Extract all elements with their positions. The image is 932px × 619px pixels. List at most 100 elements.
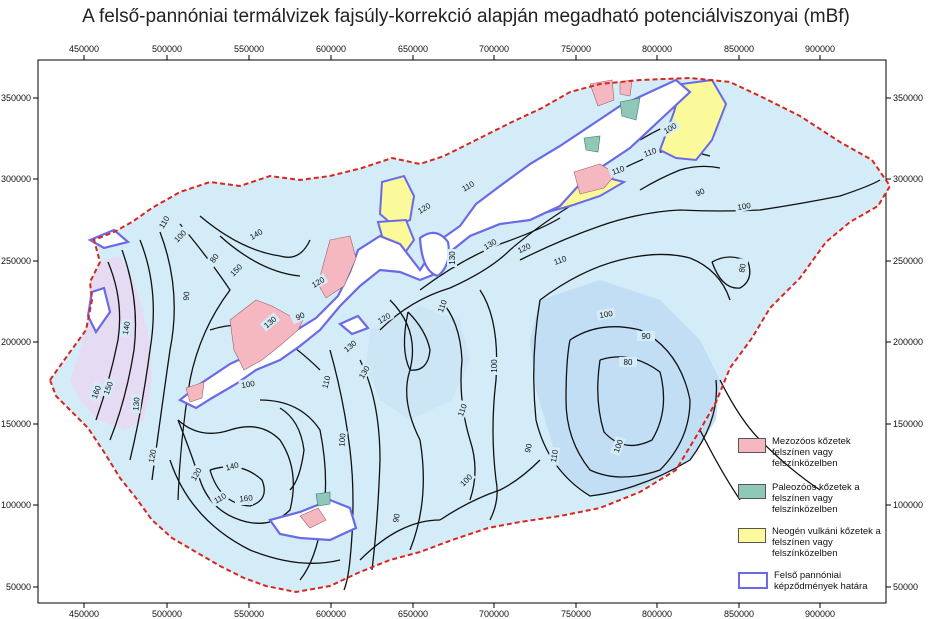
x-tick-label-top: 500000 [152,44,182,54]
legend-label: Felső pannóniai képződmények határa [774,570,868,592]
x-tick-label-top: 800000 [642,44,672,54]
contour-label: 160 [239,493,254,503]
contour-label-bg [457,177,479,195]
low-potential-zone-2 [366,306,470,420]
contour-label-bg [130,394,142,414]
contour-label-bg [245,225,267,243]
y-tick-label-right: 250000 [893,256,923,266]
contour-label-bg [513,239,535,257]
country-area [50,78,890,592]
contour-label: 90 [642,332,651,341]
axis-ticks: 450000 450000 500000 500000 550000 550000 6000… [1,44,923,619]
contour-label-bg [610,435,626,457]
contour-label-bg [549,252,571,268]
national-border [48,76,892,594]
contour-label-bg [434,295,450,317]
contour-label-bg [180,286,192,306]
contour-label: 150 [102,380,115,396]
paleozoic-areas [315,97,641,507]
contour-label-bg [88,381,104,403]
contour-line [259,399,327,581]
contour-label: 110 [643,146,659,159]
contour-line [439,459,541,521]
x-tick-label-top: 650000 [398,44,428,54]
mountain-area [337,314,370,336]
mesozoic-area [589,79,615,107]
contour-label-bg [119,318,133,338]
legend-label: Paleozóos kőzetek a felszínen vagy felsz… [772,482,860,515]
contour-label-bg [236,492,256,504]
contour-label-bg [619,357,637,367]
contour-line [639,165,721,191]
mesozoic-area [299,507,327,529]
contour-label: 120 [147,448,158,463]
contour-label-bg [659,119,681,137]
contour-label-bg [226,260,246,280]
x-tick-label-bottom: 850000 [724,609,754,619]
contour-line [169,459,341,564]
contour-label: 80 [737,262,748,273]
contour-label: 140 [225,460,241,472]
neogene-swatch [738,528,766,543]
contour-label-bg [100,377,116,399]
contour-line [95,261,121,421]
contour-lines [95,95,881,591]
contour-label: 100 [241,379,256,390]
x-tick-label-bottom: 550000 [234,609,264,619]
contour-label-bg [639,144,661,160]
y-tick-label-left: 200000 [1,337,31,347]
x-tick-label-top: 550000 [234,44,264,54]
y-tick-label-left: 300000 [1,174,31,184]
contour-label-bg [336,430,348,450]
contour-label-bg [289,307,311,325]
contour-label: 110 [456,402,469,418]
legend-label: Mezozóos kőzetek felszínen vagy felszínk… [772,436,851,469]
contour-label-bg [170,226,190,246]
y-tick-label-left: 50000 [6,582,31,592]
x-tick-label-bottom: 500000 [152,609,182,619]
legend-item-mesozoic: Mezozóos kőzetek felszínen vagy felszínk… [738,436,882,469]
contour-label-bg [520,438,536,458]
contour-label-bg [689,183,711,201]
y-tick-label-right: 100000 [893,500,923,510]
contour-line [279,407,305,491]
x-tick-label-top: 750000 [561,44,591,54]
paleozoic-area [619,97,641,121]
x-tick-label-top: 600000 [316,44,346,54]
y-tick-label-right: 50000 [893,582,918,592]
contour-label: 100 [737,201,752,212]
contour-line [439,299,476,501]
contour-label: 110 [611,164,627,177]
y-tick-label-left: 150000 [1,419,31,429]
paleozoic-area [583,135,601,153]
contour-label: 160 [90,384,103,400]
paleozoic-area [315,491,331,507]
contour-line [565,326,691,478]
paleozoic-swatch [738,484,766,499]
contour-label-bg [145,446,159,466]
contour-label: 140 [121,320,132,335]
mesozoic-area [185,381,205,403]
legend-item-neogene: Neogén vulkáni kőzetek a felszínen vagy … [738,526,882,559]
contour-label: 90 [391,512,402,523]
x-tick-label-bottom: 600000 [316,609,346,619]
map-title: A felső-pannóniai termálvizek fajsúly-ko… [82,6,850,27]
x-tick-label-top: 700000 [479,44,509,54]
contour-label: 100 [612,438,625,454]
contour-label-bg [318,372,334,392]
contour-label: 80 [624,358,633,367]
contour-label: 100 [490,359,499,373]
contour-line [533,299,718,497]
contour-label-bg [479,235,501,253]
y-tick-label-right: 200000 [893,337,923,347]
contour-label-bg [373,309,395,327]
contour-line [519,179,881,261]
contour-label-bg [454,399,470,421]
contour-label: 110 [553,254,569,267]
y-tick-label-right: 150000 [893,419,923,429]
x-tick-label-bottom: 900000 [805,609,835,619]
contour-line [389,299,424,551]
contour-label: 110 [320,374,332,389]
x-tick-label-bottom: 700000 [479,609,509,619]
contour-label-bg [489,357,499,375]
